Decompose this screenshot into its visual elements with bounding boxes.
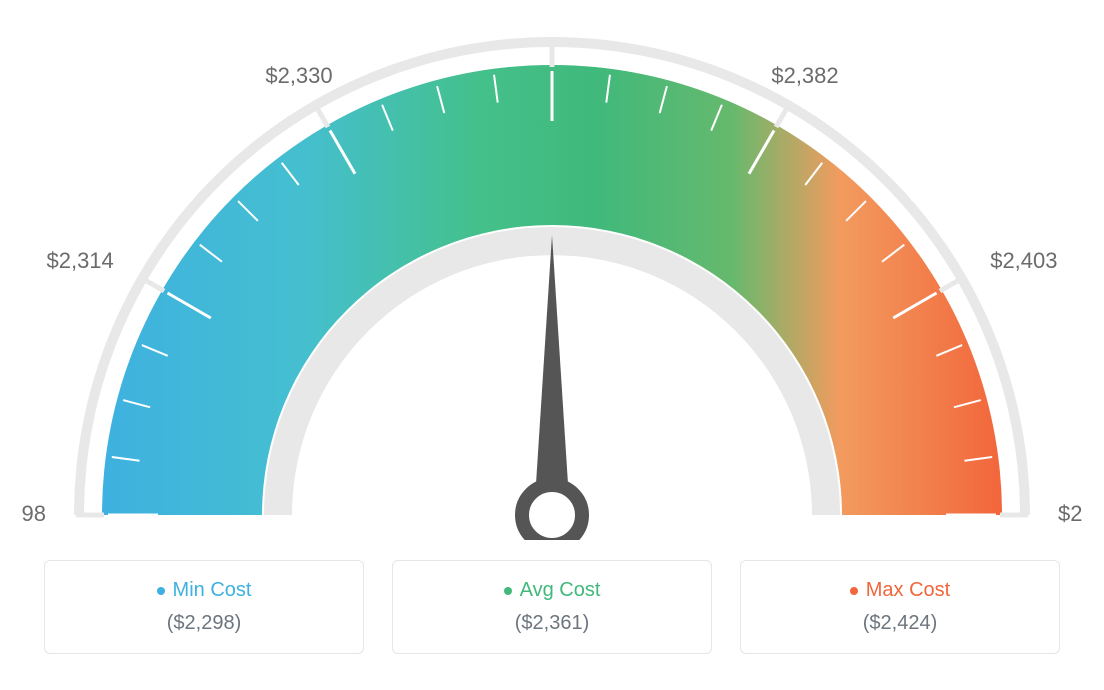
svg-text:$2,424: $2,424 [1058,501,1082,526]
legend-label-max: Max Cost [866,579,950,602]
gauge-chart: $2,298$2,314$2,330$2,361$2,382$2,403$2,4… [20,20,1084,540]
legend-title-max: Max Cost [850,579,950,602]
legend-card-min: Min Cost ($2,298) [44,560,364,654]
legend-dot-avg [504,587,512,595]
legend-dot-max [850,587,858,595]
legend-value-max: ($2,424) [751,612,1049,635]
legend-card-avg: Avg Cost ($2,361) [392,560,712,654]
legend-dot-min [157,587,165,595]
legend-card-max: Max Cost ($2,424) [740,560,1060,654]
svg-text:$2,382: $2,382 [771,63,838,88]
legend-row: Min Cost ($2,298) Avg Cost ($2,361) Max … [20,560,1084,654]
legend-title-min: Min Cost [157,579,252,602]
gauge-svg: $2,298$2,314$2,330$2,361$2,382$2,403$2,4… [22,20,1082,540]
legend-label-min: Min Cost [173,579,252,602]
legend-value-min: ($2,298) [55,612,353,635]
svg-text:$2,403: $2,403 [990,248,1057,273]
svg-text:$2,330: $2,330 [265,63,332,88]
svg-text:$2,298: $2,298 [22,501,46,526]
legend-title-avg: Avg Cost [504,579,601,602]
svg-text:$2,314: $2,314 [46,248,113,273]
legend-value-avg: ($2,361) [403,612,701,635]
legend-label-avg: Avg Cost [520,579,601,602]
